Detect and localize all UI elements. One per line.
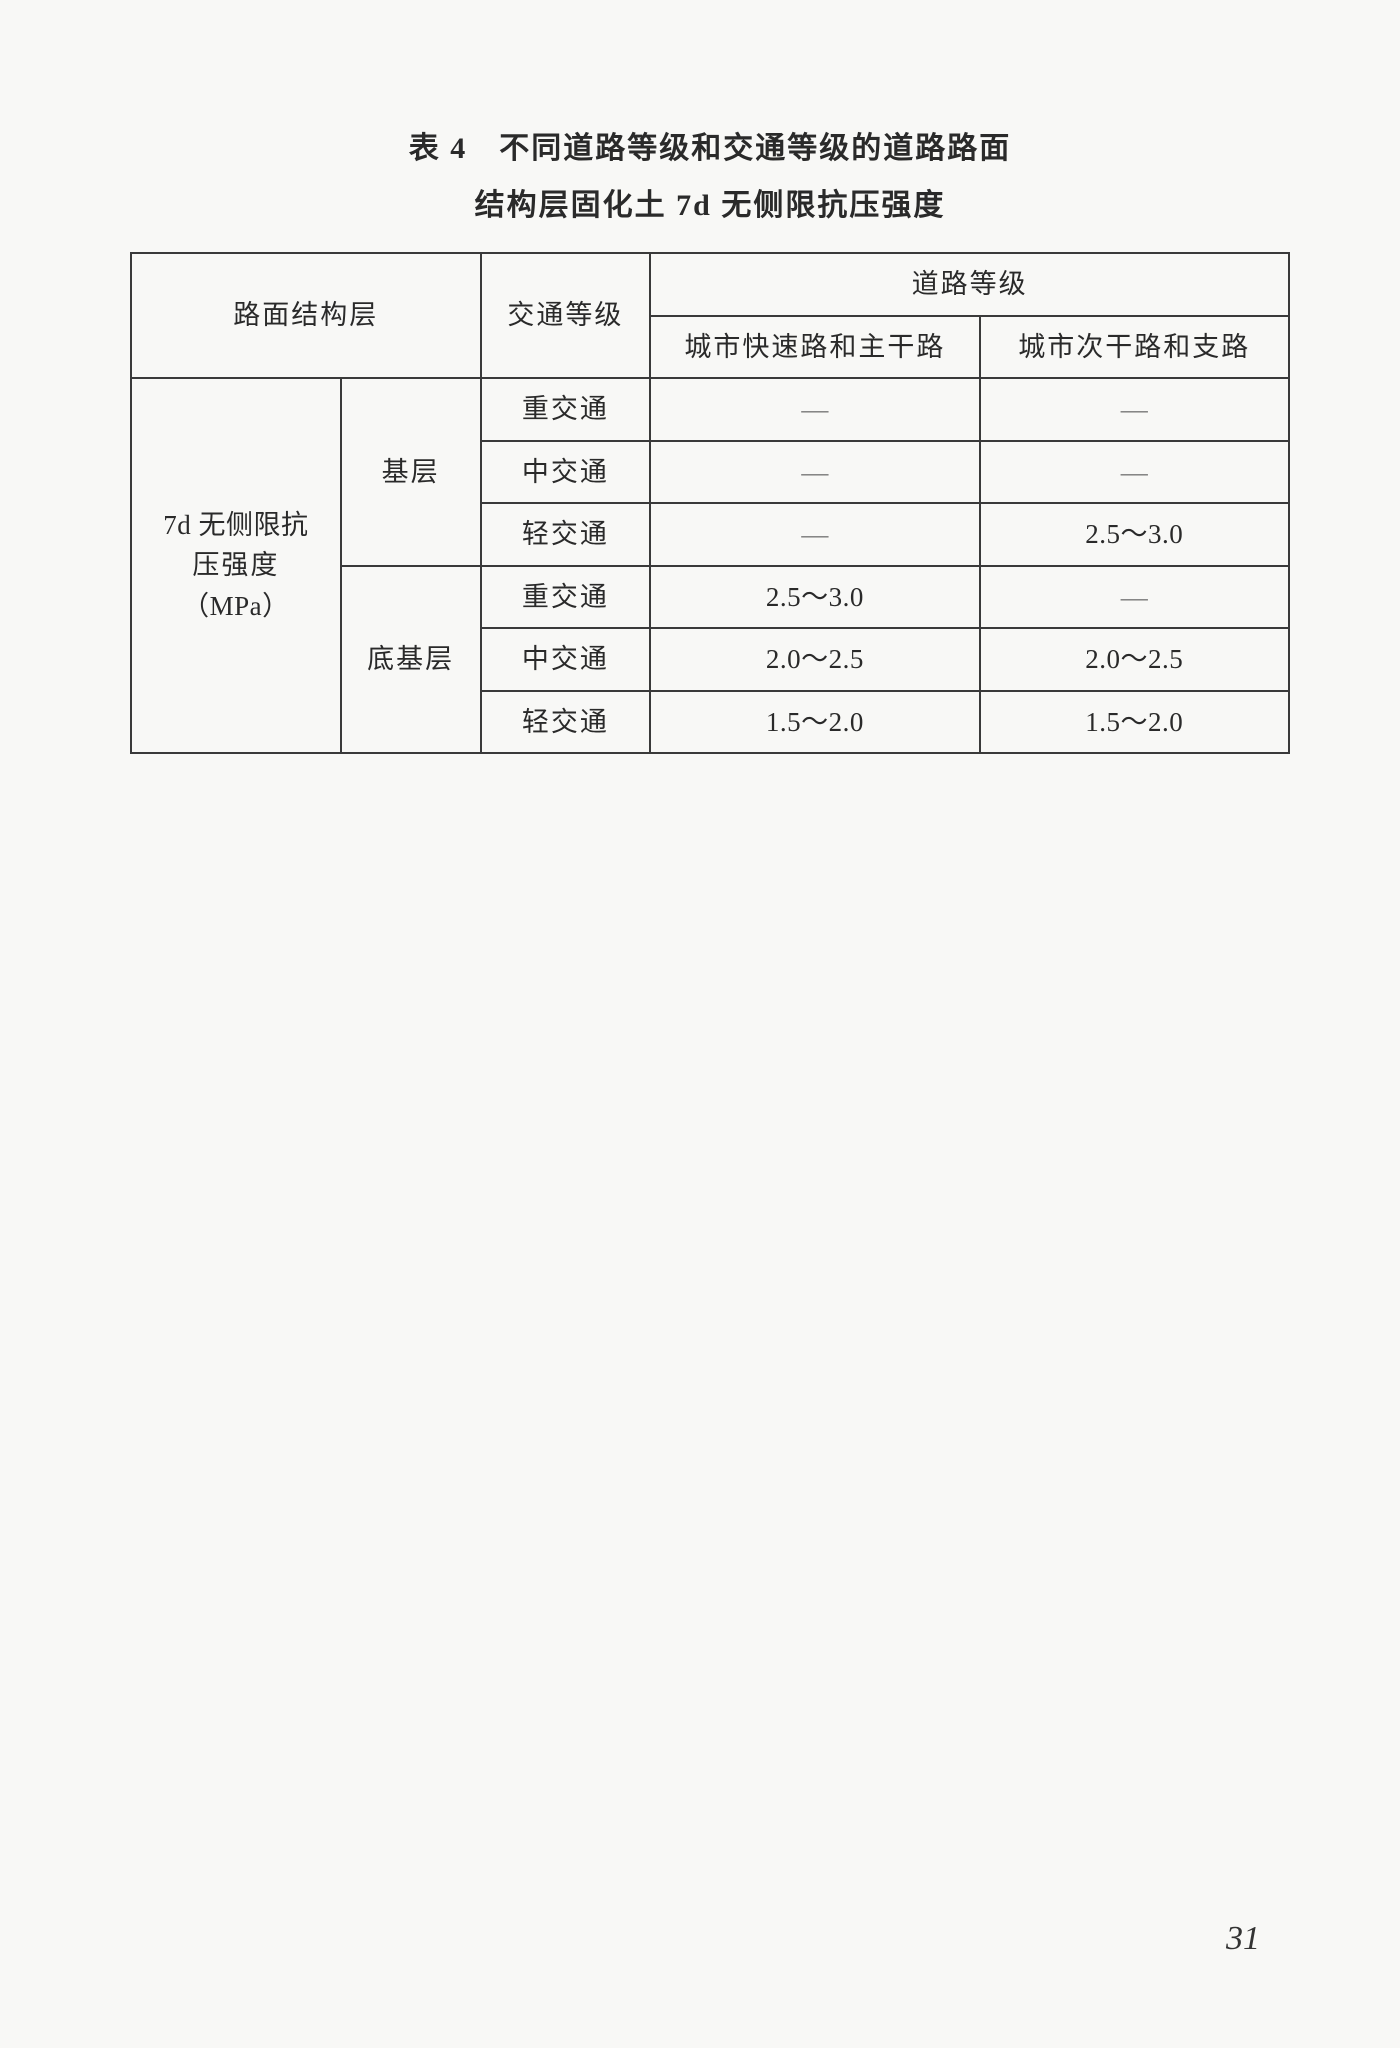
header-secondary: 城市次干路和支路	[980, 316, 1289, 379]
dash-icon: —	[801, 519, 828, 549]
dash-icon: —	[1121, 457, 1148, 487]
strength-table: 路面结构层 交通等级 道路等级 城市快速路和主干路 城市次干路和支路 7d 无侧…	[130, 252, 1290, 754]
caption-line-2: 结构层固化土 7d 无侧限抗压强度	[130, 177, 1290, 234]
rowgroup-label-line1: 7d 无侧限抗	[163, 510, 308, 540]
value-cell: —	[650, 503, 979, 566]
header-road-grade: 道路等级	[650, 253, 1289, 316]
value-cell: —	[980, 566, 1289, 629]
traffic-cell: 重交通	[481, 566, 651, 629]
header-traffic: 交通等级	[481, 253, 651, 378]
header-express: 城市快速路和主干路	[650, 316, 979, 379]
traffic-cell: 中交通	[481, 441, 651, 504]
value-text: 2.5～3.0	[766, 582, 864, 612]
table-row: 7d 无侧限抗 压强度 （MPa） 基层 重交通 — —	[131, 378, 1289, 441]
value-cell: 2.0～2.5	[980, 628, 1289, 691]
traffic-cell: 中交通	[481, 628, 651, 691]
value-text: 1.5～2.0	[766, 707, 864, 737]
value-cell: —	[980, 441, 1289, 504]
caption-line-2-rest: 无侧限抗压强度	[712, 189, 946, 222]
value-text: 2.5～3.0	[1085, 519, 1183, 549]
value-cell: 2.0～2.5	[650, 628, 979, 691]
dash-icon: —	[801, 457, 828, 487]
caption-line-1: 表 4 不同道路等级和交通等级的道路路面	[130, 120, 1290, 177]
layer-name-base: 基层	[341, 378, 481, 566]
value-cell: 1.5～2.0	[980, 691, 1289, 754]
dash-icon: —	[801, 394, 828, 424]
value-cell: —	[980, 378, 1289, 441]
value-text: 1.5～2.0	[1085, 707, 1183, 737]
table-header-row-1: 路面结构层 交通等级 道路等级	[131, 253, 1289, 316]
caption-line-2-bold: 7d	[676, 189, 712, 222]
caption-table-number: 表 4	[409, 132, 468, 165]
traffic-cell: 轻交通	[481, 691, 651, 754]
page: 表 4 不同道路等级和交通等级的道路路面 结构层固化土 7d 无侧限抗压强度 路…	[0, 0, 1400, 2048]
value-text: 2.0～2.5	[766, 644, 864, 674]
traffic-cell: 重交通	[481, 378, 651, 441]
caption-line-2-prefix: 结构层固化土	[475, 189, 677, 222]
dash-icon: —	[1121, 394, 1148, 424]
value-cell: 2.5～3.0	[980, 503, 1289, 566]
rowgroup-7d-label: 7d 无侧限抗 压强度 （MPa）	[131, 378, 341, 753]
value-text: 2.0～2.5	[1085, 644, 1183, 674]
traffic-cell: 轻交通	[481, 503, 651, 566]
caption-line-1-text: 不同道路等级和交通等级的道路路面	[467, 132, 1011, 165]
dash-icon: —	[1121, 582, 1148, 612]
value-cell: 2.5～3.0	[650, 566, 979, 629]
rowgroup-label-line3: （MPa）	[182, 591, 290, 621]
rowgroup-label-line2: 压强度	[192, 550, 279, 580]
table-caption: 表 4 不同道路等级和交通等级的道路路面 结构层固化土 7d 无侧限抗压强度	[130, 120, 1290, 234]
page-number: 31	[1226, 1920, 1260, 1958]
header-structure: 路面结构层	[131, 253, 481, 378]
value-cell: 1.5～2.0	[650, 691, 979, 754]
value-cell: —	[650, 378, 979, 441]
value-cell: —	[650, 441, 979, 504]
layer-name-subbase: 底基层	[341, 566, 481, 754]
